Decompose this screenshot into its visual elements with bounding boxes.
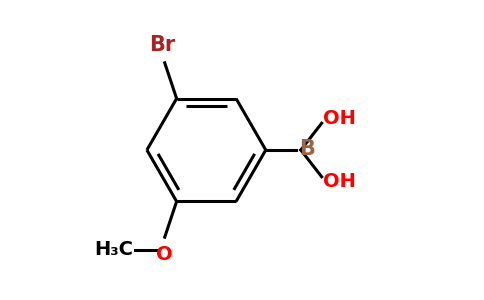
Text: H₃C: H₃C	[94, 240, 134, 259]
Text: OH: OH	[323, 109, 356, 128]
Text: Br: Br	[149, 35, 175, 56]
Text: O: O	[156, 244, 173, 264]
Text: OH: OH	[323, 172, 356, 191]
Text: B: B	[299, 139, 315, 158]
